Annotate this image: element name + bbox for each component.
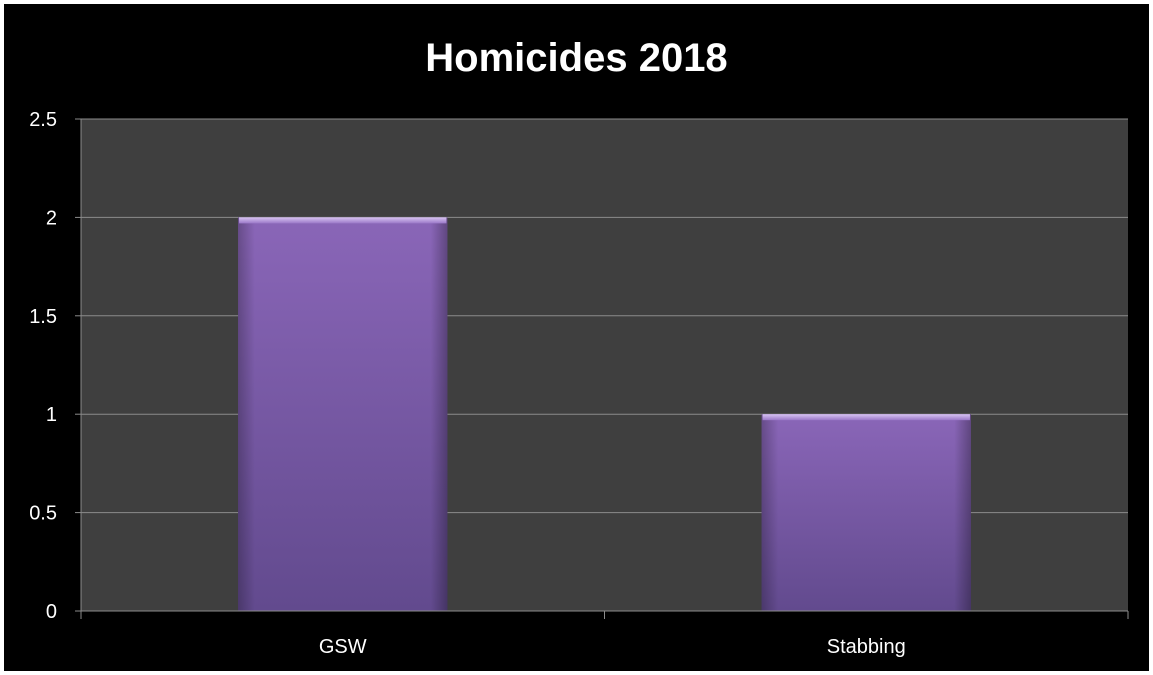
bar-top-bevel	[239, 217, 447, 224]
bar-shade	[238, 217, 448, 611]
y-tick-label: 0.5	[29, 503, 57, 525]
bars	[238, 217, 971, 611]
y-tick-label: 0	[46, 601, 57, 623]
chart-title: Homicides 2018	[425, 36, 728, 80]
bar-top-bevel	[762, 414, 970, 421]
y-tick-label: 2.5	[29, 109, 57, 131]
y-tick-label: 1.5	[29, 306, 57, 328]
x-tick-label: Stabbing	[827, 636, 906, 658]
y-tick-label: 1	[46, 404, 57, 426]
bar-shade	[761, 414, 971, 611]
y-tick-label: 2	[46, 207, 57, 229]
tick-labels: 0 0.5 1 1.5 2 2.5 GSW Stabbing	[29, 109, 906, 658]
x-tick-label: GSW	[319, 636, 367, 658]
axes	[75, 118, 1129, 619]
